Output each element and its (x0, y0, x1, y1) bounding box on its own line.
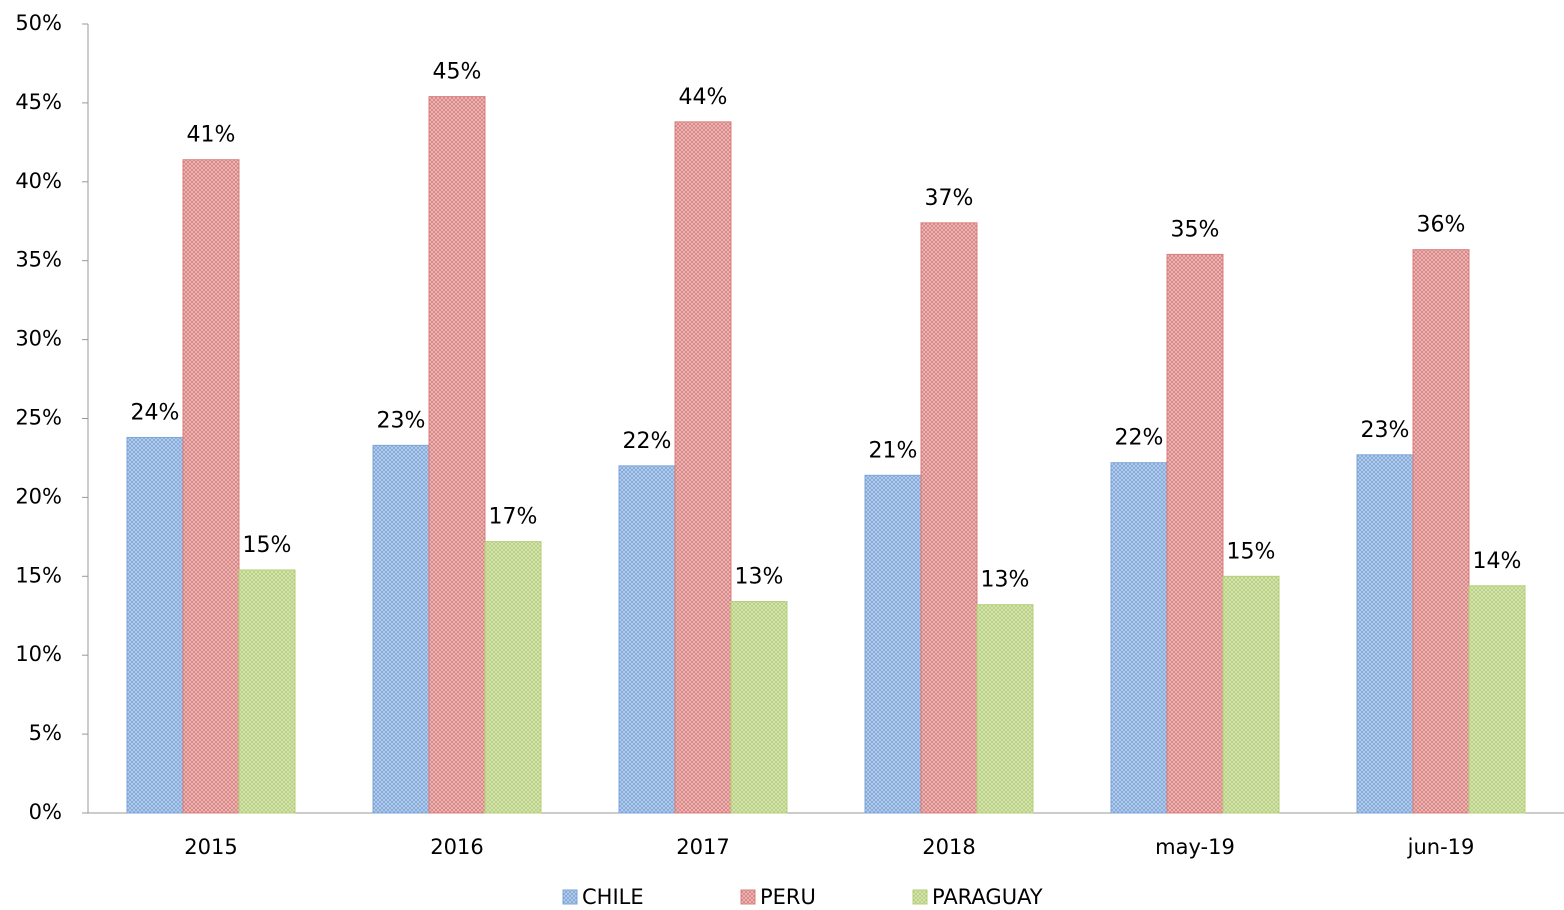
bar (428, 96, 486, 814)
bar (238, 569, 296, 814)
y-tick-label: 40% (15, 169, 62, 193)
legend-label: PERU (760, 885, 816, 909)
legend-label: CHILE (582, 885, 644, 909)
bar (1222, 575, 1280, 814)
data-label: 15% (1227, 539, 1276, 564)
data-label: 36% (1417, 213, 1466, 238)
bar (182, 159, 240, 814)
bar (1356, 454, 1414, 814)
bar (484, 541, 542, 814)
data-label: 41% (187, 123, 236, 148)
x-tick-label: 2015 (184, 835, 237, 859)
data-label: 24% (131, 400, 180, 425)
data-label: 22% (1115, 426, 1164, 451)
y-tick-label: 45% (15, 90, 62, 114)
data-label: 21% (869, 438, 918, 463)
data-label: 13% (735, 565, 784, 590)
bar (976, 604, 1034, 814)
bar (1412, 249, 1470, 814)
y-tick-label: 5% (29, 721, 62, 745)
x-tick-label: may-19 (1155, 835, 1235, 859)
y-tick-label: 50% (15, 11, 62, 35)
x-tick-label: 2016 (430, 835, 483, 859)
data-label: 37% (925, 186, 974, 211)
x-tick-label: 2018 (922, 835, 975, 859)
bar (618, 465, 676, 814)
bar (920, 222, 978, 814)
y-tick-label: 20% (15, 484, 62, 508)
bar (864, 474, 922, 814)
y-tick-label: 35% (15, 248, 62, 272)
y-tick-label: 10% (15, 642, 62, 666)
data-label: 45% (433, 60, 482, 85)
legend-swatch (740, 889, 756, 905)
legend-swatch (912, 889, 928, 905)
bar (1110, 462, 1168, 814)
data-label: 23% (1361, 418, 1410, 443)
data-label: 44% (679, 85, 728, 110)
data-label: 35% (1171, 217, 1220, 242)
bar (1166, 253, 1224, 814)
data-label: 14% (1473, 549, 1522, 574)
bar (730, 601, 788, 814)
data-label: 15% (243, 533, 292, 558)
x-tick-label: jun-19 (1407, 835, 1475, 859)
legend-label: PARAGUAY (932, 885, 1043, 909)
data-label: 17% (489, 505, 538, 530)
legend-swatch (562, 889, 578, 905)
bar (1468, 585, 1526, 814)
y-tick-label: 25% (15, 406, 62, 430)
y-tick-label: 0% (29, 800, 62, 824)
y-tick-label: 30% (15, 327, 62, 351)
bar (126, 436, 184, 814)
data-label: 13% (981, 568, 1030, 593)
bar (674, 121, 732, 814)
x-tick-label: 2017 (676, 835, 729, 859)
data-label: 22% (623, 429, 672, 454)
data-label: 23% (377, 408, 426, 433)
y-tick-label: 15% (15, 563, 62, 587)
bar (372, 444, 430, 814)
